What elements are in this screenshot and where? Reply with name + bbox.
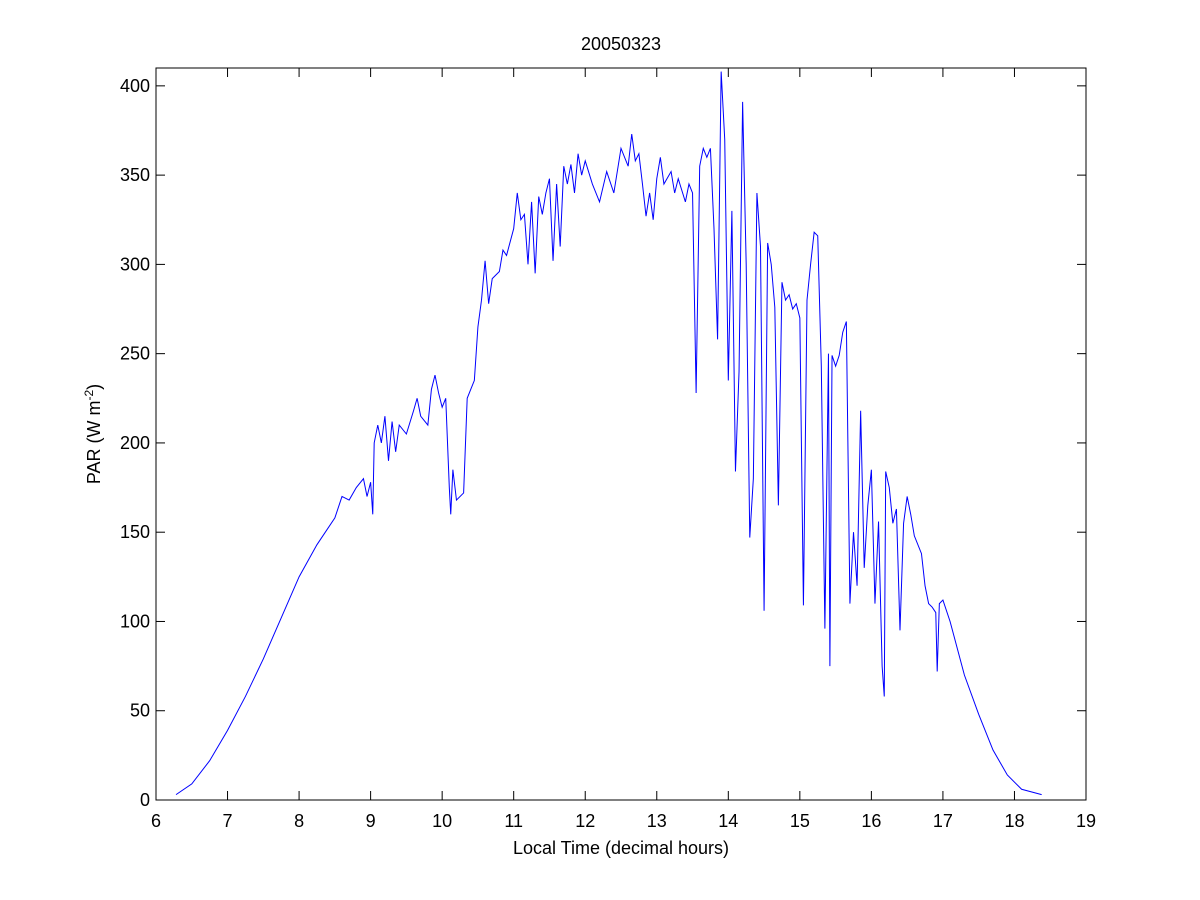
y-tick-label: 0: [140, 790, 150, 810]
x-tick-label: 19: [1076, 811, 1096, 831]
y-label-superscript: -2: [82, 390, 96, 401]
y-tick-label: 250: [120, 344, 150, 364]
x-tick-label: 6: [151, 811, 161, 831]
x-tick-label: 18: [1004, 811, 1024, 831]
data-line: [175, 71, 1042, 796]
x-tick-label: 17: [933, 811, 953, 831]
chart-title: 20050323: [581, 34, 661, 54]
y-axis-label: PAR (W m-2): [82, 384, 104, 484]
y-tick-label: 50: [130, 701, 150, 721]
x-tick-label: 8: [294, 811, 304, 831]
axes-box: [155, 67, 1087, 801]
x-tick-label: 7: [223, 811, 233, 831]
y-tick-label: 400: [120, 76, 150, 96]
x-tick-label: 11: [504, 811, 523, 831]
x-axis-label: Local Time (decimal hours): [513, 838, 729, 858]
x-tick-label: 13: [647, 811, 667, 831]
y-tick-label: 100: [120, 611, 150, 631]
x-tick-label: 10: [432, 811, 452, 831]
y-label-end: ): [84, 384, 104, 390]
x-tick-label: 12: [575, 811, 595, 831]
x-tick-label: 14: [718, 811, 738, 831]
y-tick-label: 300: [120, 254, 150, 274]
x-tick-label: 9: [366, 811, 376, 831]
x-tick-label: 15: [790, 811, 810, 831]
y-label-main: PAR (W m: [84, 401, 104, 485]
x-tick-label: 16: [861, 811, 881, 831]
y-tick-label: 200: [120, 433, 150, 453]
y-tick-label: 150: [120, 522, 150, 542]
y-tick-label: 350: [120, 165, 150, 185]
